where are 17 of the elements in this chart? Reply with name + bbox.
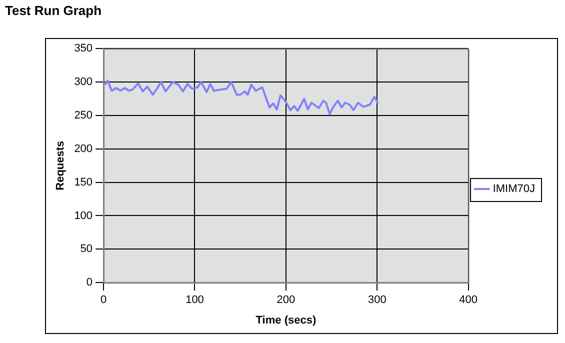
y-axis-title: Requests xyxy=(54,140,67,190)
x-tick-label: 0 xyxy=(100,294,107,306)
y-tick-label: 150 xyxy=(74,176,93,188)
y-tick-label: 250 xyxy=(74,109,93,122)
y-tick-label: 200 xyxy=(74,142,93,155)
y-tick-label: 100 xyxy=(74,210,93,222)
x-tick-label: 200 xyxy=(276,294,296,306)
x-tick-label: 400 xyxy=(459,294,478,306)
y-tick-label: 300 xyxy=(74,76,93,88)
y-tick-label: 350 xyxy=(74,42,93,55)
legend-label: IMIM70J xyxy=(492,183,536,196)
chart-title: Test Run Graph xyxy=(5,3,102,18)
y-tick-label: 50 xyxy=(80,243,93,256)
x-axis-title: Time (secs) xyxy=(256,314,316,326)
x-tick-label: 300 xyxy=(368,294,386,306)
y-tick-label: 0 xyxy=(86,276,93,289)
x-tick-label: 100 xyxy=(186,294,204,306)
